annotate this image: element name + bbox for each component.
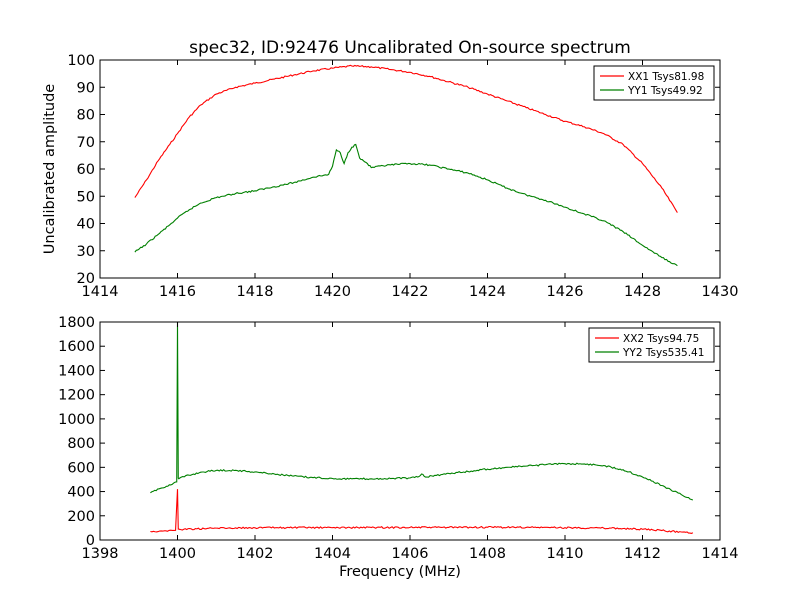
- legend-entry: XX2 Tsys94.75: [623, 333, 699, 345]
- y-tick-label: 20: [77, 271, 95, 287]
- x-tick-label: 1422: [392, 284, 429, 300]
- series-line-2: [134, 143, 678, 267]
- y-tick-label: 70: [77, 135, 95, 151]
- y-tick-label: 1200: [58, 388, 95, 404]
- y-tick-label: 60: [77, 162, 95, 178]
- chart-title: spec32, ID:92476 Uncalibrated On-source …: [189, 38, 631, 58]
- legend-entry: XX1 Tsys81.98: [628, 71, 704, 83]
- x-tick-label: 1414: [82, 284, 119, 300]
- y-tick-label: 1000: [58, 412, 95, 428]
- y-tick-label: 100: [67, 53, 95, 69]
- x-tick-label: 1404: [314, 546, 351, 562]
- y-axis-label: Uncalibrated amplitude: [42, 84, 58, 255]
- bottom-axes: 1398 1400 1402 1404 1406 1408 1410 1412 1414 0 200…: [58, 315, 738, 580]
- y-tick-label: 40: [77, 217, 95, 233]
- y-tick-label: 50: [77, 189, 95, 205]
- x-tick-label: 1414: [702, 546, 739, 562]
- y-tick-label: 600: [67, 460, 95, 476]
- y-tick-label: 1600: [58, 339, 95, 355]
- y-tick-label: 90: [77, 80, 95, 96]
- top-axes: 1414 1416 1418 1420 1422 1424 1426 1428 1430 20 30…: [42, 53, 738, 300]
- x-tick-label: 1418: [237, 284, 274, 300]
- y-tick-label: 30: [77, 244, 95, 260]
- x-tick-label: 1426: [547, 284, 584, 300]
- x-tick-label: 1398: [82, 546, 119, 562]
- x-tick-label: 1400: [159, 546, 196, 562]
- x-tick-label: 1406: [392, 546, 429, 562]
- legend-box: [588, 327, 715, 363]
- y-tick-label: 1400: [58, 363, 95, 379]
- y-tick-label: 800: [67, 436, 95, 452]
- x-tick-label: 1408: [469, 546, 506, 562]
- x-tick-label: 1402: [237, 546, 274, 562]
- x-tick-label: 1420: [314, 284, 351, 300]
- x-tick-label: 1412: [624, 546, 661, 562]
- x-tick-label: 1430: [702, 284, 739, 300]
- x-tick-label: 1410: [547, 546, 584, 562]
- legend-entry: YY1 Tsys49.92: [627, 85, 703, 97]
- x-tick-label: 1416: [159, 284, 196, 300]
- y-tick-label: 1800: [58, 315, 95, 331]
- legend-box: [593, 65, 715, 101]
- x-axis-label: Frequency (MHz): [339, 564, 461, 580]
- legend: XX1 Tsys81.98 YY1 Tsys49.92: [593, 65, 715, 101]
- legend: XX2 Tsys94.75 YY2 Tsys535.41: [588, 327, 715, 363]
- series-line-1: [150, 489, 694, 534]
- y-tick-label: 200: [67, 509, 95, 525]
- legend-entry: YY2 Tsys535.41: [622, 347, 704, 359]
- x-tick-label: 1428: [624, 284, 661, 300]
- series-line-1: [134, 64, 678, 213]
- series-line-2: [150, 321, 694, 501]
- y-tick-label: 0: [86, 533, 95, 549]
- y-tick-label: 400: [67, 485, 95, 501]
- y-tick-label: 80: [77, 108, 95, 124]
- x-tick-label: 1424: [469, 284, 506, 300]
